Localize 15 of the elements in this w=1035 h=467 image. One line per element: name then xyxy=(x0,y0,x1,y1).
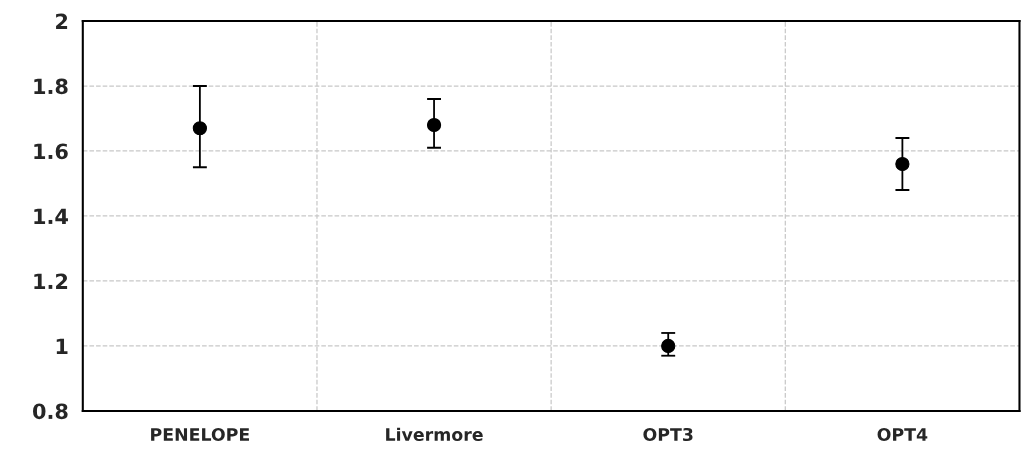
y-tick-label: 1.6 xyxy=(34,143,68,160)
y-tick-label: 2 xyxy=(56,13,68,29)
point xyxy=(661,338,676,354)
y-tick-label: 1.2 xyxy=(34,273,68,289)
x-tick-label: PENELOPE xyxy=(151,427,249,442)
point xyxy=(895,156,910,172)
y-tick-label: 1 xyxy=(56,338,68,354)
x-tick-label: OPT4 xyxy=(877,427,928,442)
x-tick-label: OPT3 xyxy=(643,427,693,442)
point xyxy=(192,121,207,136)
y-tick-label: 1.8 xyxy=(34,78,68,95)
x-tick-label: Livermore xyxy=(386,427,483,442)
y-tick-label: 0.8 xyxy=(33,403,68,420)
point xyxy=(426,117,442,133)
y-tick-label: 1.4 xyxy=(34,208,68,224)
